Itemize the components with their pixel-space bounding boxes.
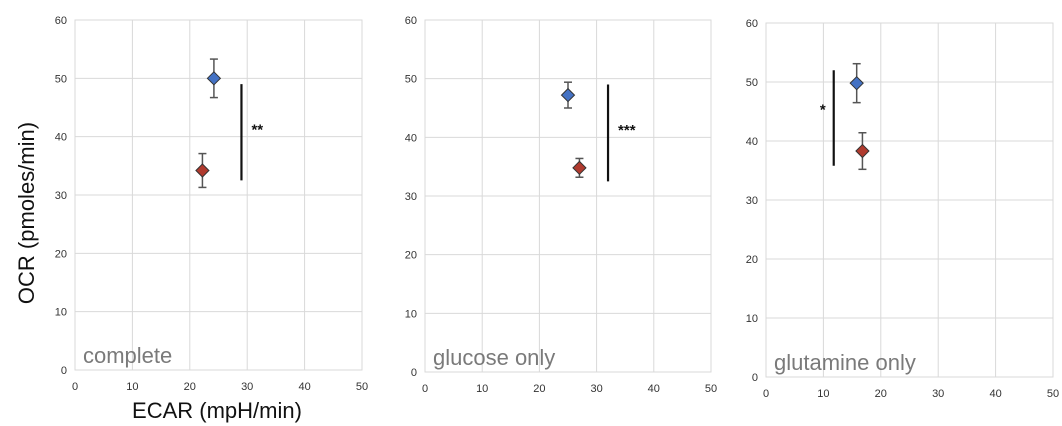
y-tick-label: 30 — [55, 190, 67, 202]
y-tick-label: 0 — [61, 365, 67, 377]
y-tick-label: 40 — [746, 136, 758, 148]
y-tick-label: 0 — [411, 367, 417, 379]
y-tick-label: 10 — [746, 313, 758, 325]
significance-label: *** — [618, 122, 636, 139]
data-point-blue — [849, 75, 864, 91]
x-tick-label: 20 — [875, 388, 887, 400]
chart-panel-complete: 0 10 20 30 40 50 0 10 20 30 40 50 60 complete ** — [55, 15, 368, 393]
x-tick-label: 50 — [356, 381, 368, 393]
x-tick-label: 20 — [184, 381, 196, 393]
data-point-red — [195, 163, 210, 178]
y-tick-label: 50 — [55, 73, 67, 85]
y-tick-label: 20 — [405, 250, 417, 262]
data-point-red — [572, 160, 587, 176]
panel-label: glucose only — [433, 345, 555, 370]
x-tick-label: 10 — [126, 381, 138, 393]
x-tick-label: 0 — [422, 383, 428, 395]
y-tick-label: 50 — [746, 77, 758, 89]
x-tick-label: 20 — [533, 383, 545, 395]
y-tick-label: 10 — [405, 308, 417, 320]
x-axis-title: ECAR (mpH/min) — [132, 398, 302, 423]
y-tick-label: 30 — [746, 195, 758, 207]
data-point-blue — [206, 71, 222, 86]
x-tick-label: 40 — [298, 381, 310, 393]
y-axis-title: OCR (pmoles/min) — [14, 122, 39, 304]
y-tick-label: 0 — [752, 372, 758, 384]
data-point-blue — [560, 87, 576, 103]
x-tick-label: 40 — [989, 388, 1001, 400]
y-tick-label: 60 — [55, 15, 67, 27]
y-tick-label: 40 — [55, 132, 67, 144]
x-tick-label: 50 — [1047, 388, 1059, 400]
chart-panel-glucose-only: 0 10 20 30 40 50 0 10 20 30 40 50 60 glucose only *** — [405, 15, 717, 395]
y-tick-label: 10 — [55, 307, 67, 319]
x-tick-label: 0 — [763, 388, 769, 400]
significance-label: ** — [251, 121, 263, 138]
data-point-red — [855, 143, 870, 159]
x-tick-label: 30 — [590, 383, 602, 395]
y-tick-label: 50 — [405, 74, 417, 86]
x-tick-label: 10 — [817, 388, 829, 400]
y-tick-label: 60 — [405, 15, 417, 27]
panel-label: glutamine only — [774, 350, 916, 375]
significance-label: * — [820, 101, 826, 118]
x-tick-label: 30 — [241, 381, 253, 393]
x-tick-label: 30 — [932, 388, 944, 400]
y-tick-label: 30 — [405, 191, 417, 203]
y-tick-label: 20 — [746, 254, 758, 266]
chart-panel-glutamine-only: 0 10 20 30 40 50 0 10 20 30 40 50 60 glutamine only * — [746, 18, 1059, 400]
x-tick-label: 40 — [648, 383, 660, 395]
y-tick-label: 40 — [405, 132, 417, 144]
x-tick-label: 0 — [72, 381, 78, 393]
y-tick-label: 20 — [55, 248, 67, 260]
x-tick-label: 50 — [705, 383, 717, 395]
panel-label: complete — [83, 343, 172, 368]
x-tick-label: 10 — [476, 383, 488, 395]
y-tick-label: 60 — [746, 18, 758, 30]
